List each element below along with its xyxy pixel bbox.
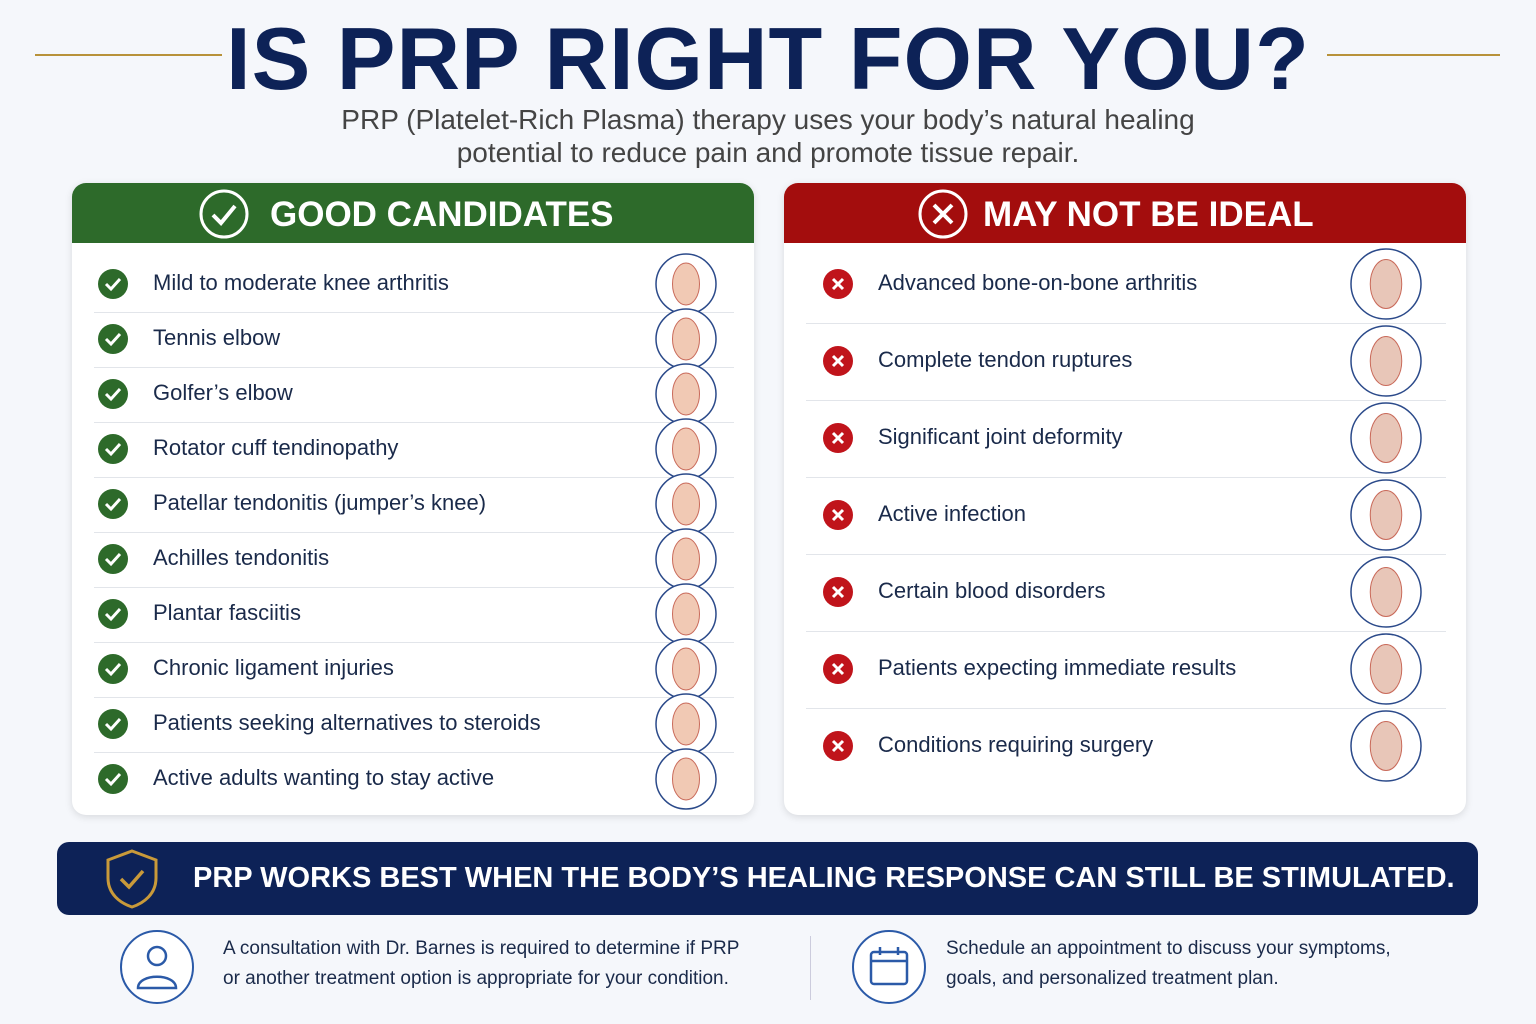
- list-item: Advanced bone-on-bone arthritis: [878, 270, 1198, 295]
- list-item: Active adults wanting to stay active: [153, 765, 495, 790]
- status-icon: [98, 269, 128, 299]
- condition-icon: [655, 748, 717, 810]
- list-item: Patients seeking alternatives to steroid…: [153, 710, 541, 735]
- status-icon: [98, 544, 128, 574]
- row-divider: [94, 696, 734, 698]
- status-icon: [98, 654, 128, 684]
- list-item: Significant joint deformity: [878, 424, 1123, 449]
- row-divider: [806, 476, 1446, 478]
- row-divider: [806, 553, 1446, 555]
- status-icon: [823, 731, 853, 761]
- footer-divider: [810, 936, 811, 1000]
- list-item: Tennis elbow: [153, 325, 281, 350]
- doctor-icon: [120, 930, 194, 1004]
- status-icon: [98, 489, 128, 519]
- condition-icon: [655, 308, 717, 370]
- list-item: Plantar fasciitis: [153, 600, 301, 625]
- status-icon: [823, 269, 853, 299]
- list-item: Golfer’s elbow: [153, 380, 293, 405]
- title-rule: [35, 54, 222, 56]
- status-icon: [823, 577, 853, 607]
- status-icon: [98, 434, 128, 464]
- status-icon: [823, 500, 853, 530]
- subtitle: PRP (Platelet-Rich Plasma) therapy uses …: [341, 104, 1195, 135]
- list-item: Conditions requiring surgery: [878, 732, 1154, 757]
- condition-icon: [1350, 248, 1422, 320]
- list-item: Active infection: [878, 501, 1026, 526]
- status-icon: [98, 324, 128, 354]
- condition-icon: [1350, 556, 1422, 628]
- bad-title: MAY NOT BE IDEAL: [983, 195, 1314, 234]
- check-icon: [199, 189, 249, 239]
- condition-icon: [655, 638, 717, 700]
- row-divider: [94, 421, 734, 423]
- list-item: Patients expecting immediate results: [878, 655, 1237, 680]
- calendar-icon: [852, 930, 926, 1004]
- shield-icon: [106, 849, 158, 909]
- status-icon: [823, 346, 853, 376]
- status-icon: [98, 764, 128, 794]
- condition-icon: [655, 583, 717, 645]
- list-item: Patellar tendonitis (jumper’s knee): [153, 490, 487, 515]
- footer-note: goals, and personalized treatment plan.: [946, 968, 1279, 989]
- banner-text: PRP WORKS BEST WHEN THE BODY’S HEALING R…: [193, 862, 1455, 894]
- status-icon: [98, 379, 128, 409]
- list-item: Chronic ligament injuries: [153, 655, 394, 680]
- condition-icon: [1350, 402, 1422, 474]
- list-item: Certain blood disorders: [878, 578, 1106, 603]
- list-item: Mild to moderate knee arthritis: [153, 270, 449, 295]
- row-divider: [806, 399, 1446, 401]
- footer-note: A consultation with Dr. Barnes is requir…: [223, 938, 740, 959]
- condition-icon: [655, 418, 717, 480]
- row-divider: [806, 322, 1446, 324]
- list-item: Complete tendon ruptures: [878, 347, 1133, 372]
- subtitle: potential to reduce pain and promote tis…: [456, 137, 1080, 168]
- title-rule: [1327, 54, 1500, 56]
- condition-icon: [655, 693, 717, 755]
- list-item: Achilles tendonitis: [153, 545, 330, 570]
- condition-icon: [1350, 710, 1422, 782]
- bad-card: MAY NOT BE IDEAL Advanced bone-on-bone a…: [784, 183, 1466, 815]
- good-title: GOOD CANDIDATES: [270, 195, 614, 234]
- status-icon: [98, 599, 128, 629]
- status-icon: [823, 423, 853, 453]
- row-divider: [94, 476, 734, 478]
- condition-icon: [655, 473, 717, 535]
- title: IS PRP RIGHT FOR YOU?: [226, 9, 1310, 108]
- row-divider: [806, 630, 1446, 632]
- condition-icon: [655, 253, 717, 315]
- row-divider: [94, 366, 734, 368]
- footer-note: Schedule an appointment to discuss your …: [946, 938, 1391, 959]
- good-header: GOOD CANDIDATES: [72, 183, 754, 243]
- list-item: Rotator cuff tendinopathy: [153, 435, 399, 460]
- row-divider: [94, 641, 734, 643]
- bad-header: MAY NOT BE IDEAL: [784, 183, 1466, 243]
- row-divider: [94, 751, 734, 753]
- condition-icon: [1350, 479, 1422, 551]
- row-divider: [806, 707, 1446, 709]
- status-icon: [98, 709, 128, 739]
- row-divider: [94, 586, 734, 588]
- condition-icon: [1350, 633, 1422, 705]
- row-divider: [94, 311, 734, 313]
- condition-icon: [655, 363, 717, 425]
- condition-icon: [1350, 325, 1422, 397]
- footer-note: or another treatment option is appropria…: [223, 968, 729, 989]
- x-icon: [918, 189, 968, 239]
- row-divider: [94, 531, 734, 533]
- status-icon: [823, 654, 853, 684]
- banner: [57, 842, 1478, 915]
- good-card: GOOD CANDIDATES Mild to moderate knee ar…: [72, 183, 754, 815]
